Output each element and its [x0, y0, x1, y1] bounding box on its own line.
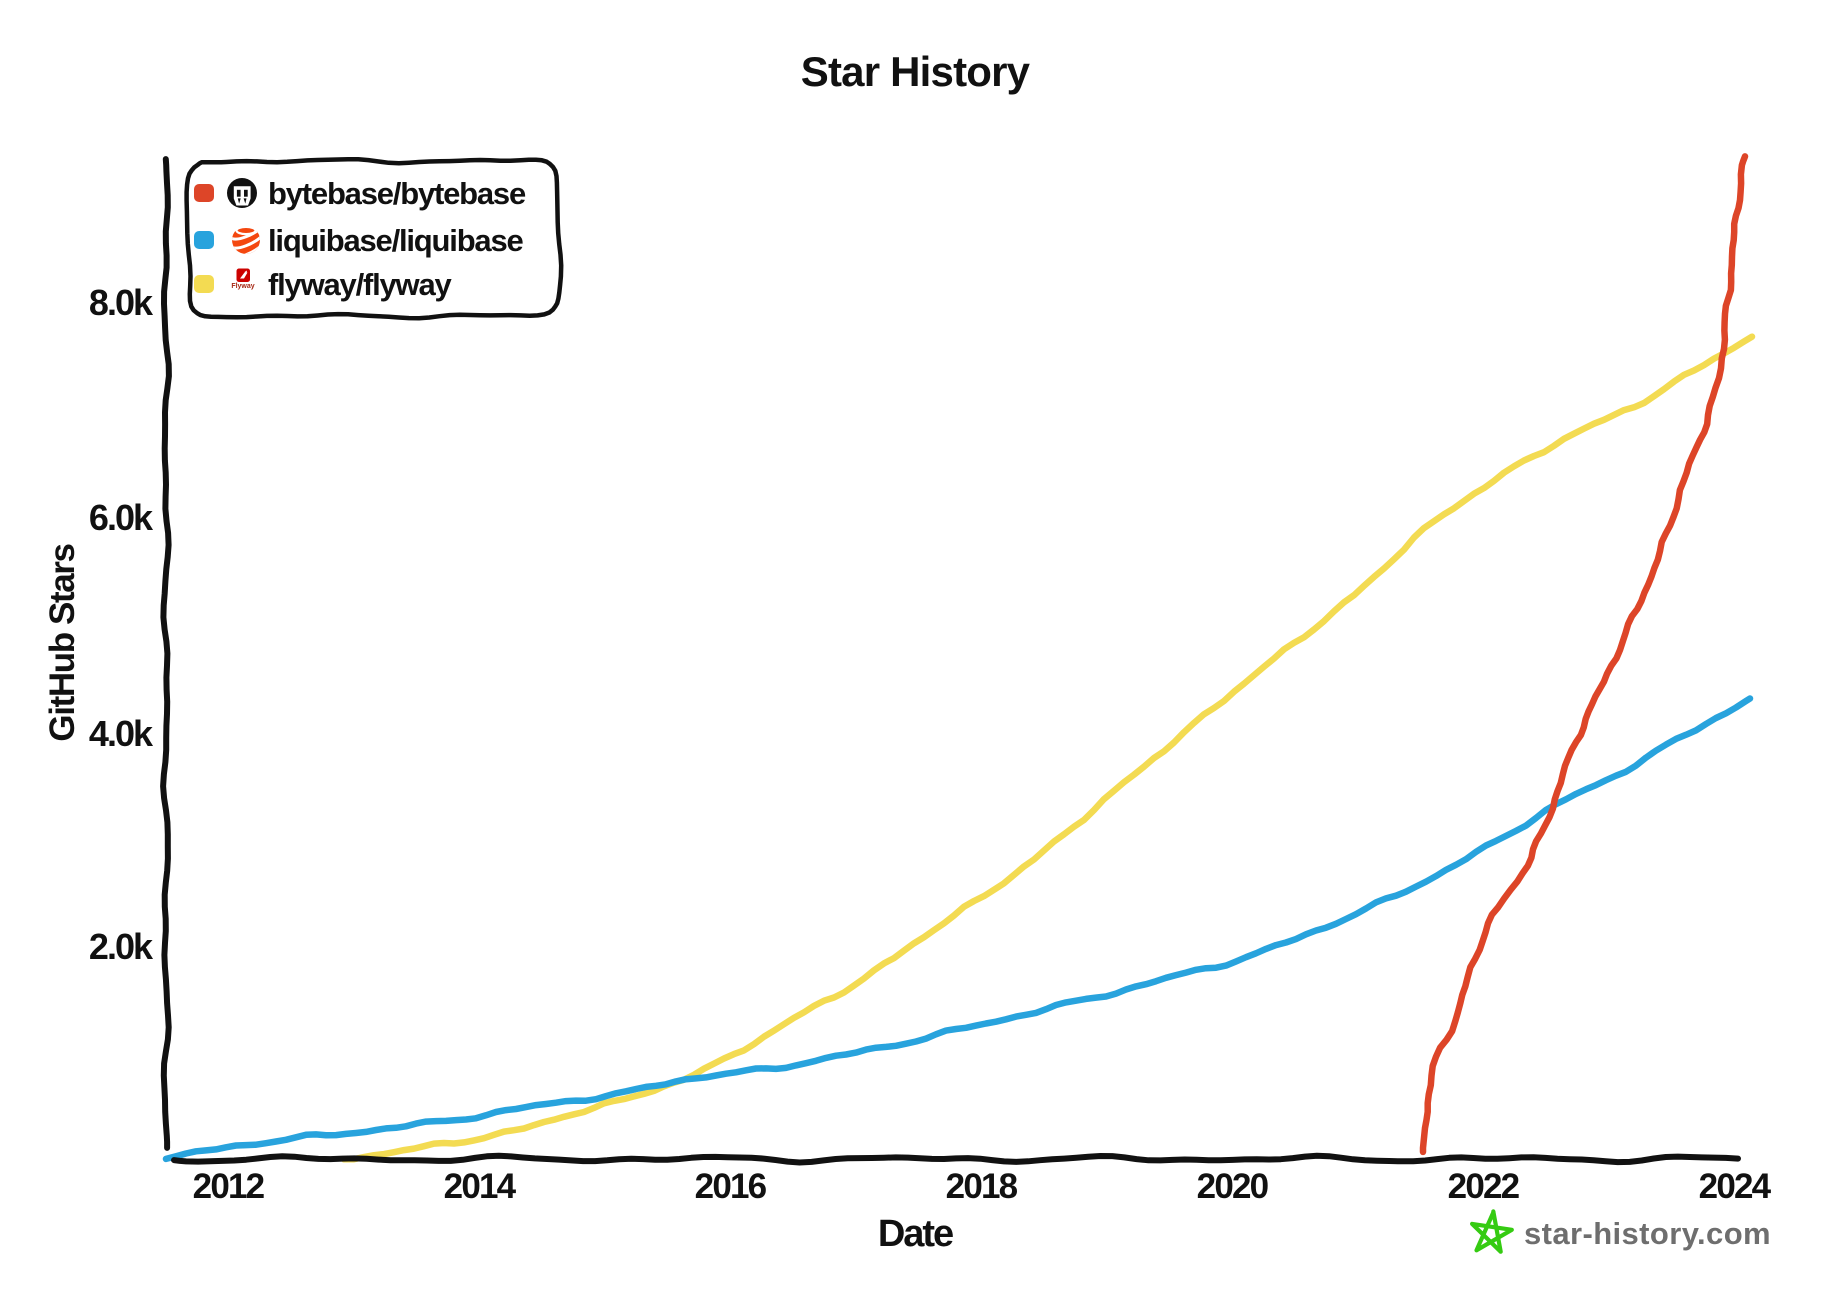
svg-text:8.0k: 8.0k — [89, 282, 154, 323]
svg-text:2014: 2014 — [444, 1167, 517, 1206]
svg-text:Star History: Star History — [801, 48, 1031, 95]
svg-text:bytebase/bytebase: bytebase/bytebase — [268, 176, 526, 211]
svg-text:Flyway: Flyway — [231, 283, 254, 290]
svg-text:4.0k: 4.0k — [89, 713, 154, 754]
svg-text:2018: 2018 — [946, 1167, 1018, 1206]
svg-text:2020: 2020 — [1197, 1167, 1269, 1206]
svg-text:2012: 2012 — [193, 1167, 265, 1206]
svg-text:2016: 2016 — [695, 1167, 767, 1206]
svg-text:Date: Date — [878, 1213, 953, 1255]
svg-text:6.0k: 6.0k — [89, 497, 154, 538]
svg-text:GitHub Stars: GitHub Stars — [43, 544, 82, 742]
svg-text:flyway/flyway: flyway/flyway — [268, 267, 453, 302]
svg-text:2.0k: 2.0k — [89, 926, 154, 967]
svg-text:star-history.com: star-history.com — [1524, 1216, 1771, 1251]
svg-text:2022: 2022 — [1448, 1167, 1520, 1206]
svg-text:liquibase/liquibase: liquibase/liquibase — [268, 223, 524, 258]
svg-text:2024: 2024 — [1699, 1167, 1772, 1206]
